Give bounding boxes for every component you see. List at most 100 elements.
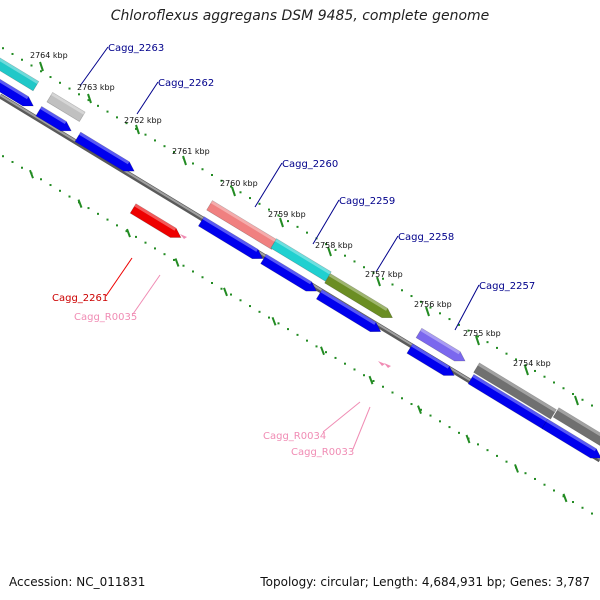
minor-tick: [144, 133, 147, 136]
kbp-label: 2758 kbp: [315, 241, 353, 250]
minor-tick: [87, 207, 90, 210]
minor-tick: [87, 99, 90, 102]
gene-feature: [270, 238, 332, 282]
gene-label[interactable]: Cagg_2257: [479, 281, 535, 292]
minor-tick: [543, 375, 546, 378]
minor-tick: [163, 253, 166, 256]
minor-tick: [439, 312, 441, 315]
minor-tick: [49, 184, 52, 187]
leader-line: [322, 401, 361, 433]
minor-tick: [467, 329, 470, 332]
major-tick: [135, 124, 140, 135]
minor-tick: [306, 339, 308, 342]
major-tick: [223, 287, 228, 297]
minor-tick: [182, 264, 185, 267]
minor-tick: [344, 362, 346, 365]
minor-tick: [344, 254, 346, 257]
minor-tick: [78, 93, 80, 96]
minor-tick: [277, 322, 280, 325]
rna-feature: [378, 361, 385, 366]
minor-tick: [106, 110, 109, 113]
gene-feature: [206, 200, 278, 250]
major-tick: [368, 375, 374, 385]
minor-tick: [11, 160, 14, 163]
minor-tick: [401, 289, 403, 292]
gene-label[interactable]: Cagg_2259: [339, 196, 395, 207]
kbp-label: 2764 kbp: [30, 51, 68, 60]
minor-tick: [116, 224, 118, 227]
minor-tick: [372, 271, 375, 274]
major-tick: [475, 335, 480, 346]
minor-tick: [458, 431, 460, 434]
major-tick: [417, 405, 422, 414]
minor-tick: [21, 166, 23, 169]
minor-tick: [220, 287, 223, 290]
minor-tick: [258, 202, 261, 205]
minor-tick: [306, 231, 308, 234]
minor-tick: [125, 230, 128, 233]
minor-tick: [505, 460, 508, 463]
gene-label[interactable]: Cagg_2258: [398, 232, 454, 243]
inner-tick-ring: [2, 155, 593, 515]
gene-label[interactable]: Cagg_2260: [282, 159, 338, 170]
cds-feature: [74, 131, 135, 172]
minor-tick: [192, 162, 194, 165]
major-tick: [174, 258, 180, 267]
rna-label[interactable]: Cagg_R0035: [74, 312, 137, 323]
minor-tick: [125, 122, 128, 125]
gene-label[interactable]: Cagg_2262: [158, 78, 214, 89]
minor-tick: [296, 225, 299, 228]
minor-tick: [59, 189, 61, 192]
minor-tick: [201, 276, 204, 279]
major-tick: [562, 493, 568, 503]
minor-tick: [524, 472, 527, 475]
minor-tick: [353, 368, 356, 371]
kbp-label: 2761 kbp: [172, 147, 210, 156]
leader-line: [105, 257, 133, 297]
minor-tick: [486, 341, 489, 344]
minor-tick: [458, 323, 460, 326]
map-title: Chloroflexus aggregans DSM 9485, complet…: [110, 8, 490, 24]
minor-tick: [334, 356, 337, 359]
feature-layer: [0, 44, 600, 459]
minor-tick: [591, 512, 593, 515]
genome-summary-text: Topology: circular; Length: 4,684,931 bp…: [260, 575, 590, 589]
minor-tick: [353, 260, 356, 263]
minor-tick: [429, 414, 432, 417]
minor-tick: [534, 369, 536, 372]
rna-feature: [384, 363, 391, 368]
minor-tick: [420, 408, 422, 411]
rna-label[interactable]: Cagg_R0033: [291, 447, 354, 458]
gene-label[interactable]: Cagg_2261: [52, 293, 108, 304]
leader-line: [136, 81, 159, 115]
minor-tick: [496, 346, 498, 349]
minor-tick: [230, 293, 232, 296]
minor-tick: [363, 266, 365, 269]
major-tick: [182, 155, 187, 166]
minor-tick: [382, 277, 384, 280]
minor-tick: [524, 364, 527, 367]
major-tick: [231, 186, 236, 197]
minor-tick: [211, 282, 213, 285]
gene-feature: [552, 407, 600, 447]
minor-tick: [30, 64, 33, 67]
leader-line: [79, 46, 109, 87]
leader-line: [254, 162, 283, 208]
accession-text: Accession: NC_011831: [9, 575, 146, 589]
minor-tick: [277, 214, 280, 217]
minor-tick: [486, 449, 489, 452]
gene-label[interactable]: Cagg_2263: [108, 43, 164, 54]
minor-tick: [11, 52, 14, 55]
minor-tick: [173, 150, 175, 153]
gene-feature: [0, 44, 40, 92]
kbp-label: 2760 kbp: [220, 179, 258, 188]
minor-tick: [239, 191, 242, 194]
minor-tick: [382, 385, 384, 388]
gene-feature: [46, 92, 86, 122]
minor-tick: [68, 87, 71, 90]
cds-feature: [0, 74, 34, 107]
rna-label[interactable]: Cagg_R0034: [263, 431, 326, 442]
minor-tick: [553, 381, 555, 384]
cds-feature: [406, 343, 455, 376]
